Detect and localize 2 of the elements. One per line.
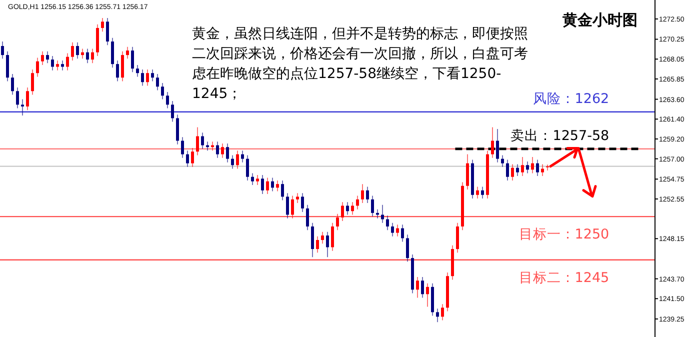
title: 黄金小时图: [562, 11, 638, 29]
annotation: 黄金，虽然日线连阳，但并不是转势的标志，即便按照二次回踩来说，价格还会有一次回撤，所以，白盘可考虑在昨晚做空的点位1257-58继续空，下看1250-1245；: [192, 25, 529, 104]
